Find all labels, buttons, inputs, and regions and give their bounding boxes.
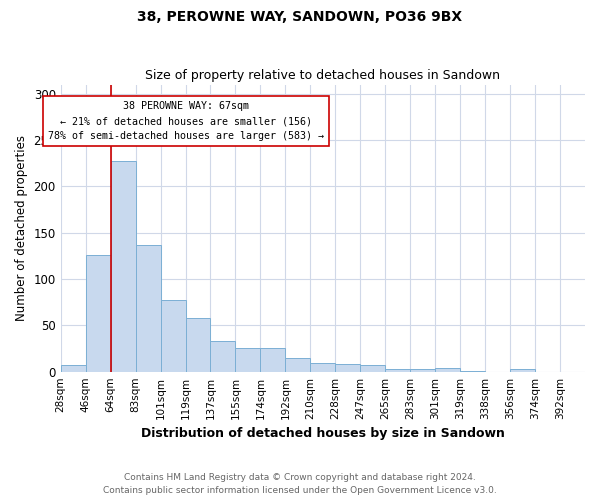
- Bar: [286, 358, 310, 372]
- Bar: [435, 368, 460, 372]
- Text: Contains HM Land Registry data © Crown copyright and database right 2024.
Contai: Contains HM Land Registry data © Crown c…: [103, 474, 497, 495]
- Bar: [235, 348, 260, 372]
- Bar: [185, 318, 211, 372]
- Text: 38, PEROWNE WAY, SANDOWN, PO36 9BX: 38, PEROWNE WAY, SANDOWN, PO36 9BX: [137, 10, 463, 24]
- Y-axis label: Number of detached properties: Number of detached properties: [15, 135, 28, 321]
- Bar: [360, 365, 385, 372]
- Bar: [136, 245, 161, 372]
- Bar: [110, 160, 136, 372]
- Bar: [410, 369, 435, 372]
- Bar: [61, 365, 86, 372]
- Bar: [510, 369, 535, 372]
- Bar: [161, 300, 185, 372]
- Bar: [211, 341, 235, 372]
- X-axis label: Distribution of detached houses by size in Sandown: Distribution of detached houses by size …: [141, 427, 505, 440]
- Bar: [310, 364, 335, 372]
- Bar: [385, 369, 410, 372]
- Bar: [460, 371, 485, 372]
- Title: Size of property relative to detached houses in Sandown: Size of property relative to detached ho…: [145, 69, 500, 82]
- Bar: [260, 348, 286, 372]
- Bar: [335, 364, 360, 372]
- Bar: [86, 255, 110, 372]
- Text: 38 PEROWNE WAY: 67sqm
← 21% of detached houses are smaller (156)
78% of semi-det: 38 PEROWNE WAY: 67sqm ← 21% of detached …: [47, 101, 323, 141]
